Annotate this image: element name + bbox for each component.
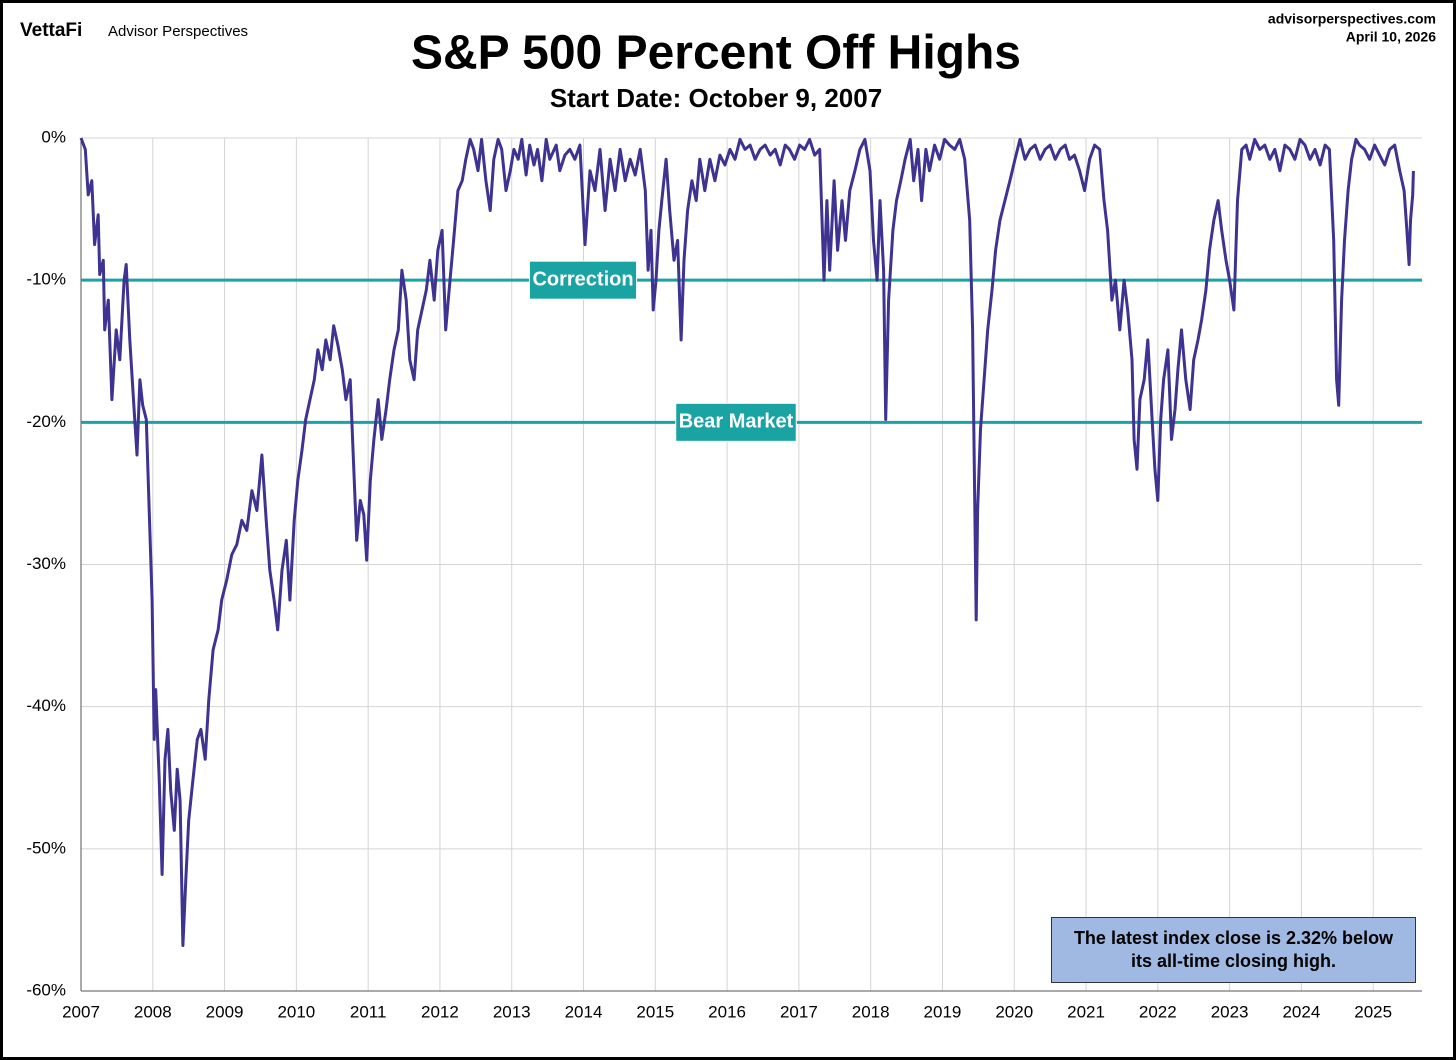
x-tick-label: 2008 [134, 1002, 172, 1021]
chart-title: S&P 500 Percent Off Highs [411, 27, 1021, 80]
x-tick-label: 2017 [780, 1002, 818, 1021]
x-tick-label: 2009 [206, 1002, 244, 1021]
annotation-box: The latest index close is 2.32% below it… [1051, 917, 1416, 983]
x-tick-label: 2010 [277, 1002, 315, 1021]
x-tick-label: 2021 [1067, 1002, 1105, 1021]
x-tick-label: 2025 [1354, 1002, 1392, 1021]
x-tick-label: 2019 [924, 1002, 962, 1021]
x-tick-label: 2015 [636, 1002, 674, 1021]
x-tick-label: 2020 [995, 1002, 1033, 1021]
x-tick-label: 2022 [1139, 1002, 1177, 1021]
site: advisorperspectives.com [1268, 11, 1436, 27]
y-tick-label: -60% [26, 980, 66, 999]
y-tick-label: -50% [26, 838, 66, 857]
y-tick-label: -10% [26, 270, 66, 289]
y-tick-label: 0% [41, 127, 66, 146]
reference-label-box [528, 260, 638, 300]
y-tick-label: -40% [26, 696, 66, 715]
reference-label: Bear Market [679, 411, 794, 433]
x-tick-label: 2011 [350, 1002, 387, 1021]
x-tick-label: 2014 [565, 1002, 603, 1021]
x-tick-label: 2023 [1211, 1002, 1249, 1021]
date: April 10, 2026 [1346, 29, 1436, 45]
annotation: The latest index close is 2.32% below it… [1073, 928, 1394, 971]
y-tick-label: -20% [26, 412, 66, 431]
x-tick-label: 2016 [708, 1002, 746, 1021]
x-tick-label: 2007 [62, 1002, 100, 1021]
reference-label: Correction [532, 268, 633, 290]
x-tick-label: 2024 [1282, 1002, 1320, 1021]
x-tick-label: 2013 [493, 1002, 531, 1021]
chart-subtitle: Start Date: October 9, 2007 [550, 83, 882, 113]
x-tick-label: 2012 [421, 1002, 459, 1021]
data-line [79, 137, 1415, 947]
y-tick-label: -30% [26, 554, 66, 573]
brand-sub: Advisor Perspectives [108, 23, 248, 40]
brand: VettaFi [20, 20, 82, 41]
x-tick-label: 2018 [852, 1002, 890, 1021]
reference-label-box [675, 402, 797, 442]
